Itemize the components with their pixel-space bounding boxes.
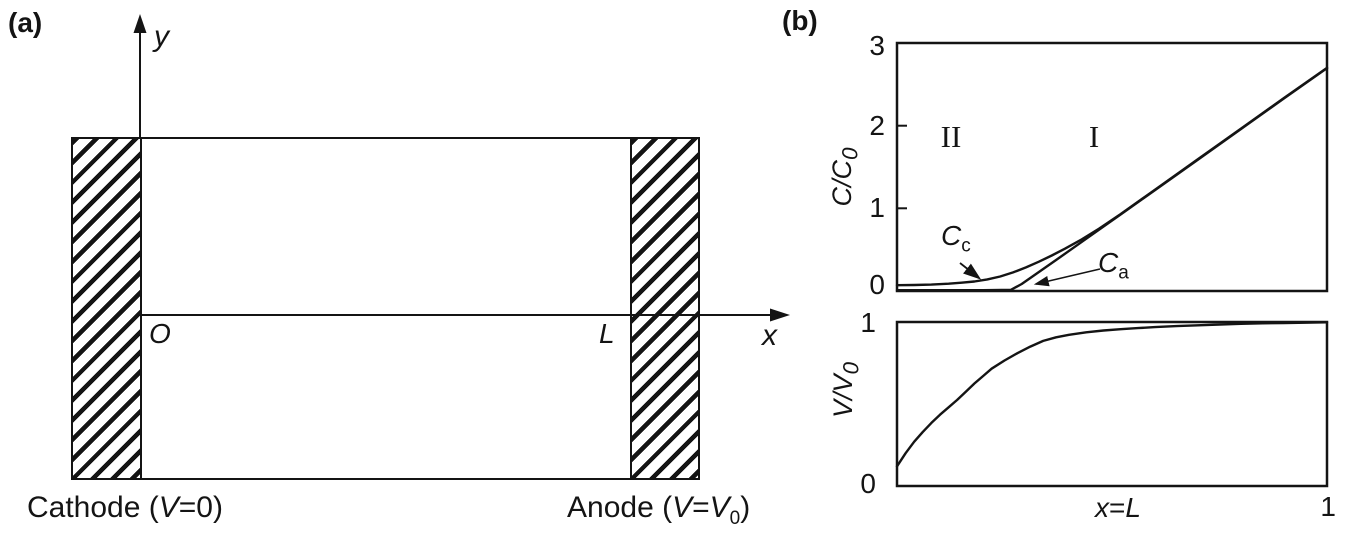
y-axis-arrowhead-icon — [133, 14, 147, 33]
length-label: L — [599, 318, 615, 349]
anode-electrode-hatch — [630, 137, 700, 480]
ca-annotation-label: Ca — [1098, 247, 1129, 283]
top-ylabel-main: C/C — [827, 160, 857, 207]
anode-label-post: ) — [740, 491, 751, 524]
anode-label-var1: V — [672, 491, 693, 524]
bottom-xtick-label-1: 1 — [1320, 491, 1336, 522]
anode-label-var2: V — [709, 491, 730, 524]
region-II-label: II — [940, 119, 962, 154]
panel-b-label: (b) — [782, 5, 818, 36]
xlabel-eq: = — [1109, 492, 1126, 523]
bottom-ylabel-sub: 0 — [838, 361, 864, 375]
xlabel-x: x — [1095, 492, 1110, 523]
cathode-label-post: =0) — [178, 491, 223, 524]
anode-label-sub: 0 — [729, 508, 741, 529]
ca-sub: a — [1118, 262, 1129, 284]
top-plot-ylabel: C/C0 — [825, 115, 863, 239]
anode-label-pre: Anode ( — [567, 491, 673, 524]
x-axis-label: x — [762, 319, 777, 352]
bottom-ylabel-main: V/V — [828, 374, 858, 419]
xlabel-L: L — [1125, 492, 1141, 523]
cathode-electrode-hatch — [71, 137, 142, 480]
origin-label: O — [149, 318, 171, 349]
top-ytick-label-2: 2 — [869, 110, 885, 141]
top-ylabel-sub: 0 — [837, 147, 863, 161]
bottom-plot-ylabel: V/V0 — [826, 328, 864, 452]
series-V/V0 — [895, 321, 1329, 468]
cc-annotation-arrow-icon — [959, 262, 982, 280]
cc-annotation-label: Cc — [941, 220, 971, 256]
ca-main: C — [1098, 247, 1119, 278]
panel-a-label: (a) — [8, 7, 43, 38]
bottom-plot-series-group — [895, 321, 1329, 468]
cc-main: C — [941, 220, 962, 251]
top-ytick-label-1: 1 — [869, 192, 885, 223]
anode-label-eq: = — [692, 491, 710, 524]
bottom-ytick-label-0: 0 — [860, 468, 876, 499]
bottom-plot-xlabel: x=L — [1076, 492, 1160, 524]
cathode-label: Cathode (V=0) — [27, 491, 223, 525]
region-I-label: I — [1088, 119, 1100, 154]
cathode-label-var: V — [158, 491, 179, 524]
top-ytick-label-3: 3 — [869, 30, 885, 61]
cathode-label-pre: Cathode ( — [27, 491, 159, 524]
bottom-plot-frame — [895, 320, 1329, 488]
cc-sub: c — [961, 235, 971, 257]
bottom-ytick-label-1: 1 — [860, 307, 876, 338]
anode-label: Anode (V=V0) — [567, 491, 751, 528]
y-axis-label: y — [154, 20, 169, 53]
ca-annotation-arrow-icon — [1033, 268, 1101, 287]
top-ytick-label-0: 0 — [869, 269, 885, 300]
cell-box — [71, 137, 700, 480]
